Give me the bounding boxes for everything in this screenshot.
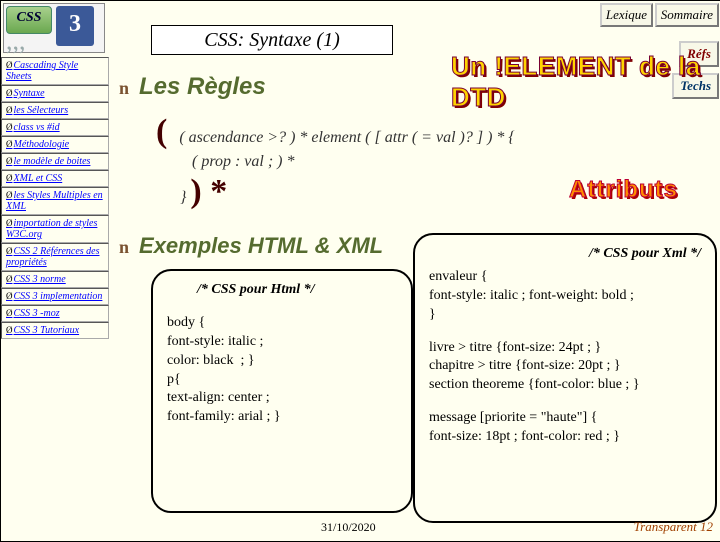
grammar-block: ( ( ascendance >? ) * element ( [ attr (… <box>156 111 706 213</box>
xml-comment: /* CSS pour Xml */ <box>429 245 701 264</box>
logo-3: 3 <box>56 6 94 46</box>
xml-code3: message [priorite = "haute"] { font-size… <box>429 409 701 447</box>
logo-block: CSS 3 ,,, <box>3 3 105 53</box>
xml-code2: livre > titre {font-size: 24pt ; } chapi… <box>429 339 701 396</box>
sidebar-item[interactable]: ØSyntaxe <box>1 85 109 102</box>
sidebar-item[interactable]: Øle modèle de boites <box>1 153 109 170</box>
sidebar-item[interactable]: Øimportation de styles W3C.org <box>1 215 109 243</box>
sidebar-item[interactable]: ØCSS 2 Références des propriétés <box>1 243 109 271</box>
nav-lexique[interactable]: Lexique <box>600 3 653 27</box>
heading-rules: nLes Règles <box>119 73 266 101</box>
codebox-xml: /* CSS pour Xml */ envaleur { font-style… <box>413 233 717 523</box>
grammar-close: ) * <box>190 173 227 210</box>
html-comment: /* CSS pour Html */ <box>197 281 397 300</box>
sidebar-item[interactable]: ØMéthodologie <box>1 136 109 153</box>
grammar-line2: ( prop : val ; ) * <box>192 153 706 171</box>
sidebar-item[interactable]: ØCascading Style Sheets <box>1 57 109 85</box>
page-title: CSS: Syntaxe (1) <box>151 25 393 55</box>
nav-sommaire[interactable]: Sommaire <box>655 3 719 27</box>
sidebar-item[interactable]: Øles Sélecteurs <box>1 102 109 119</box>
heading-examples: nExemples HTML & XML <box>119 233 383 259</box>
sidebar: ØCascading Style SheetsØSyntaxeØles Séle… <box>1 57 109 539</box>
sidebar-item[interactable]: Øles Styles Multiples en XML <box>1 187 109 215</box>
xml-code1: envaleur { font-style: italic ; font-wei… <box>429 268 701 325</box>
sidebar-item[interactable]: ØCSS 3 -moz <box>1 305 109 322</box>
footer-date: 31/10/2020 <box>321 520 376 535</box>
html-code: body { font-style: italic ; color: black… <box>167 314 397 427</box>
sidebar-item[interactable]: ØCSS 3 norme <box>1 271 109 288</box>
sidebar-item[interactable]: ØXML et CSS <box>1 170 109 187</box>
logo-quotes: ,,, <box>6 26 26 56</box>
sidebar-item[interactable]: Øclass vs #id <box>1 119 109 136</box>
grammar-line1: ( ascendance >? ) * element ( [ attr ( =… <box>179 129 514 146</box>
sidebar-item[interactable]: ØCSS 3 implementation <box>1 288 109 305</box>
sidebar-item[interactable]: ØCSS 3 Tutoriaux <box>1 322 109 339</box>
footer-transparent: Transparent 12 <box>634 519 713 535</box>
wordart-element: Un !ELEMENT de la DTD <box>451 51 720 113</box>
codebox-html: /* CSS pour Html */ body { font-style: i… <box>151 269 413 513</box>
